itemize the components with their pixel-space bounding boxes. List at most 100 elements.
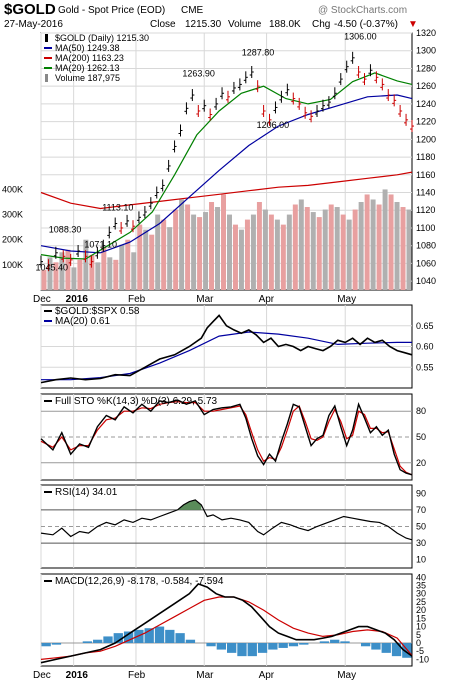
legend-label: $GOLD (Daily) 1215.30 (55, 33, 149, 43)
macd-histogram-bar (51, 643, 62, 645)
macd-histogram-bar (144, 628, 154, 643)
stochastic-panel: 20 50 80 Full STO %K(14,3) %D(3) 6.29, 5.73 (40, 396, 426, 476)
macd-histogram-bar (82, 641, 93, 643)
macd-legend-label: MACD(12,26,9) -8.178, -0.584, -7.594 (55, 576, 224, 587)
volume-bar (137, 224, 143, 290)
volume-bar (197, 217, 203, 290)
volume-bar (334, 207, 340, 290)
price-panel: 1040 1060 1080 1100 1120 1140 1160 1180 1200 1220… (2, 28, 436, 305)
macd-histogram-bar (288, 643, 299, 647)
volume-bar (256, 202, 262, 290)
macd-histogram-bar (268, 643, 278, 650)
chg-value: -4.50 (-0.37%) (334, 19, 398, 30)
volume-bar (370, 199, 376, 290)
volume-bar (238, 229, 244, 290)
x-axis-label: May (337, 294, 356, 305)
macd-tick-label: 25 (416, 597, 426, 607)
macd-histogram-bar (103, 636, 113, 643)
macd-histogram-bar (123, 631, 134, 643)
macd-histogram-bar (175, 633, 185, 643)
volume-tick-label: 400K (2, 184, 23, 194)
volume-bar (280, 224, 286, 290)
volume-bar (388, 194, 394, 290)
macd-tick-label: 0 (416, 638, 421, 648)
rsi-tick-label: 30 (416, 538, 426, 548)
volume-value: 188.0K (269, 19, 301, 30)
x-axis-label: 2016 (66, 294, 89, 305)
volume-bar (328, 204, 334, 290)
volume-bar (179, 199, 185, 290)
panel-4 (40, 573, 413, 667)
macd-histogram-bar (360, 643, 371, 647)
volume-bar (406, 209, 412, 290)
volume-bar (41, 269, 47, 290)
sto-tick-label: 20 (416, 458, 426, 468)
legend-bar-marker (45, 74, 48, 82)
legend-label: MA(200) 1163.23 (55, 53, 124, 63)
volume-bar (382, 189, 388, 290)
price-tick-label: 1320 (416, 28, 436, 38)
macd-histogram-bar (330, 639, 340, 643)
volume-bar (364, 194, 370, 290)
price-tick-label: 1140 (416, 188, 435, 198)
volume-bar (262, 209, 268, 290)
legend-label: Volume 187,975 (55, 73, 120, 83)
ma200-line (40, 171, 413, 210)
volume-bar (149, 234, 155, 290)
volume-bar (310, 212, 316, 290)
price-tick-label: 1120 (416, 205, 435, 215)
macd-histogram-bar (185, 639, 196, 643)
macd-histogram-bar (278, 643, 288, 648)
macd-histogram-bar (247, 643, 257, 657)
volume-bar (107, 257, 113, 290)
price-annotation: 1071.10 (84, 240, 117, 250)
volume-bar (346, 219, 352, 290)
volume-bar (77, 259, 83, 290)
rsi-tick-label: 70 (416, 505, 426, 515)
ma50-line (40, 94, 413, 254)
exchange-label: CME (181, 5, 204, 16)
x-axis-label: Mar (196, 294, 214, 305)
volume-bar (125, 239, 131, 290)
sto-legend-label: Full STO %K(14,3) %D(3) 6.29, 5.73 (55, 396, 218, 407)
ratio-tick-label: 0.60 (416, 342, 434, 352)
volume-bar (227, 214, 232, 290)
price-annotation: 1287.80 (242, 48, 275, 58)
price-annotation: 1045.40 (35, 262, 68, 272)
macd-histogram-bar (402, 643, 412, 658)
macd-histogram-bar (113, 633, 123, 643)
volume-tick-label: 200K (2, 235, 23, 245)
macd-tick-label: -5 (416, 646, 424, 656)
volume-bar (203, 212, 209, 290)
sto-tick-label: 80 (416, 406, 426, 416)
price-tick-label: 1160 (416, 170, 435, 180)
ratio-tick-label: 0.65 (416, 321, 434, 331)
volume-bar (167, 227, 173, 290)
volume-bar (298, 199, 304, 290)
volume-bar (95, 262, 101, 290)
x-axis-label: Mar (196, 670, 214, 681)
rsi-tick-label: 10 (416, 555, 426, 565)
volume-bar (191, 214, 197, 290)
macd-histogram-bar (227, 643, 237, 653)
volume-bar (274, 219, 280, 290)
price-annotation: 1263.90 (182, 69, 215, 79)
sto-tick-label: 50 (416, 432, 426, 442)
x-axis-label: May (337, 670, 356, 681)
description-label: Gold - Spot Price (EOD) (58, 5, 165, 16)
price-tick-label: 1220 (416, 117, 436, 127)
chart-header: $GOLD Gold - Spot Price (EOD) CME @ Stoc… (4, 1, 418, 30)
price-tick-label: 1080 (416, 241, 436, 251)
volume-bar (340, 214, 346, 290)
price-annotation: 1206.00 (257, 120, 290, 130)
legend-label: MA(50) 1249.38 (55, 43, 120, 53)
x-axis-label: Feb (128, 670, 146, 681)
volume-bar (304, 207, 310, 290)
volume-bar (83, 239, 89, 290)
price-annotation: 1306.00 (344, 31, 377, 41)
volume-bar (286, 214, 292, 290)
price-tick-label: 1060 (416, 258, 436, 268)
chg-label: Chg (312, 19, 330, 30)
